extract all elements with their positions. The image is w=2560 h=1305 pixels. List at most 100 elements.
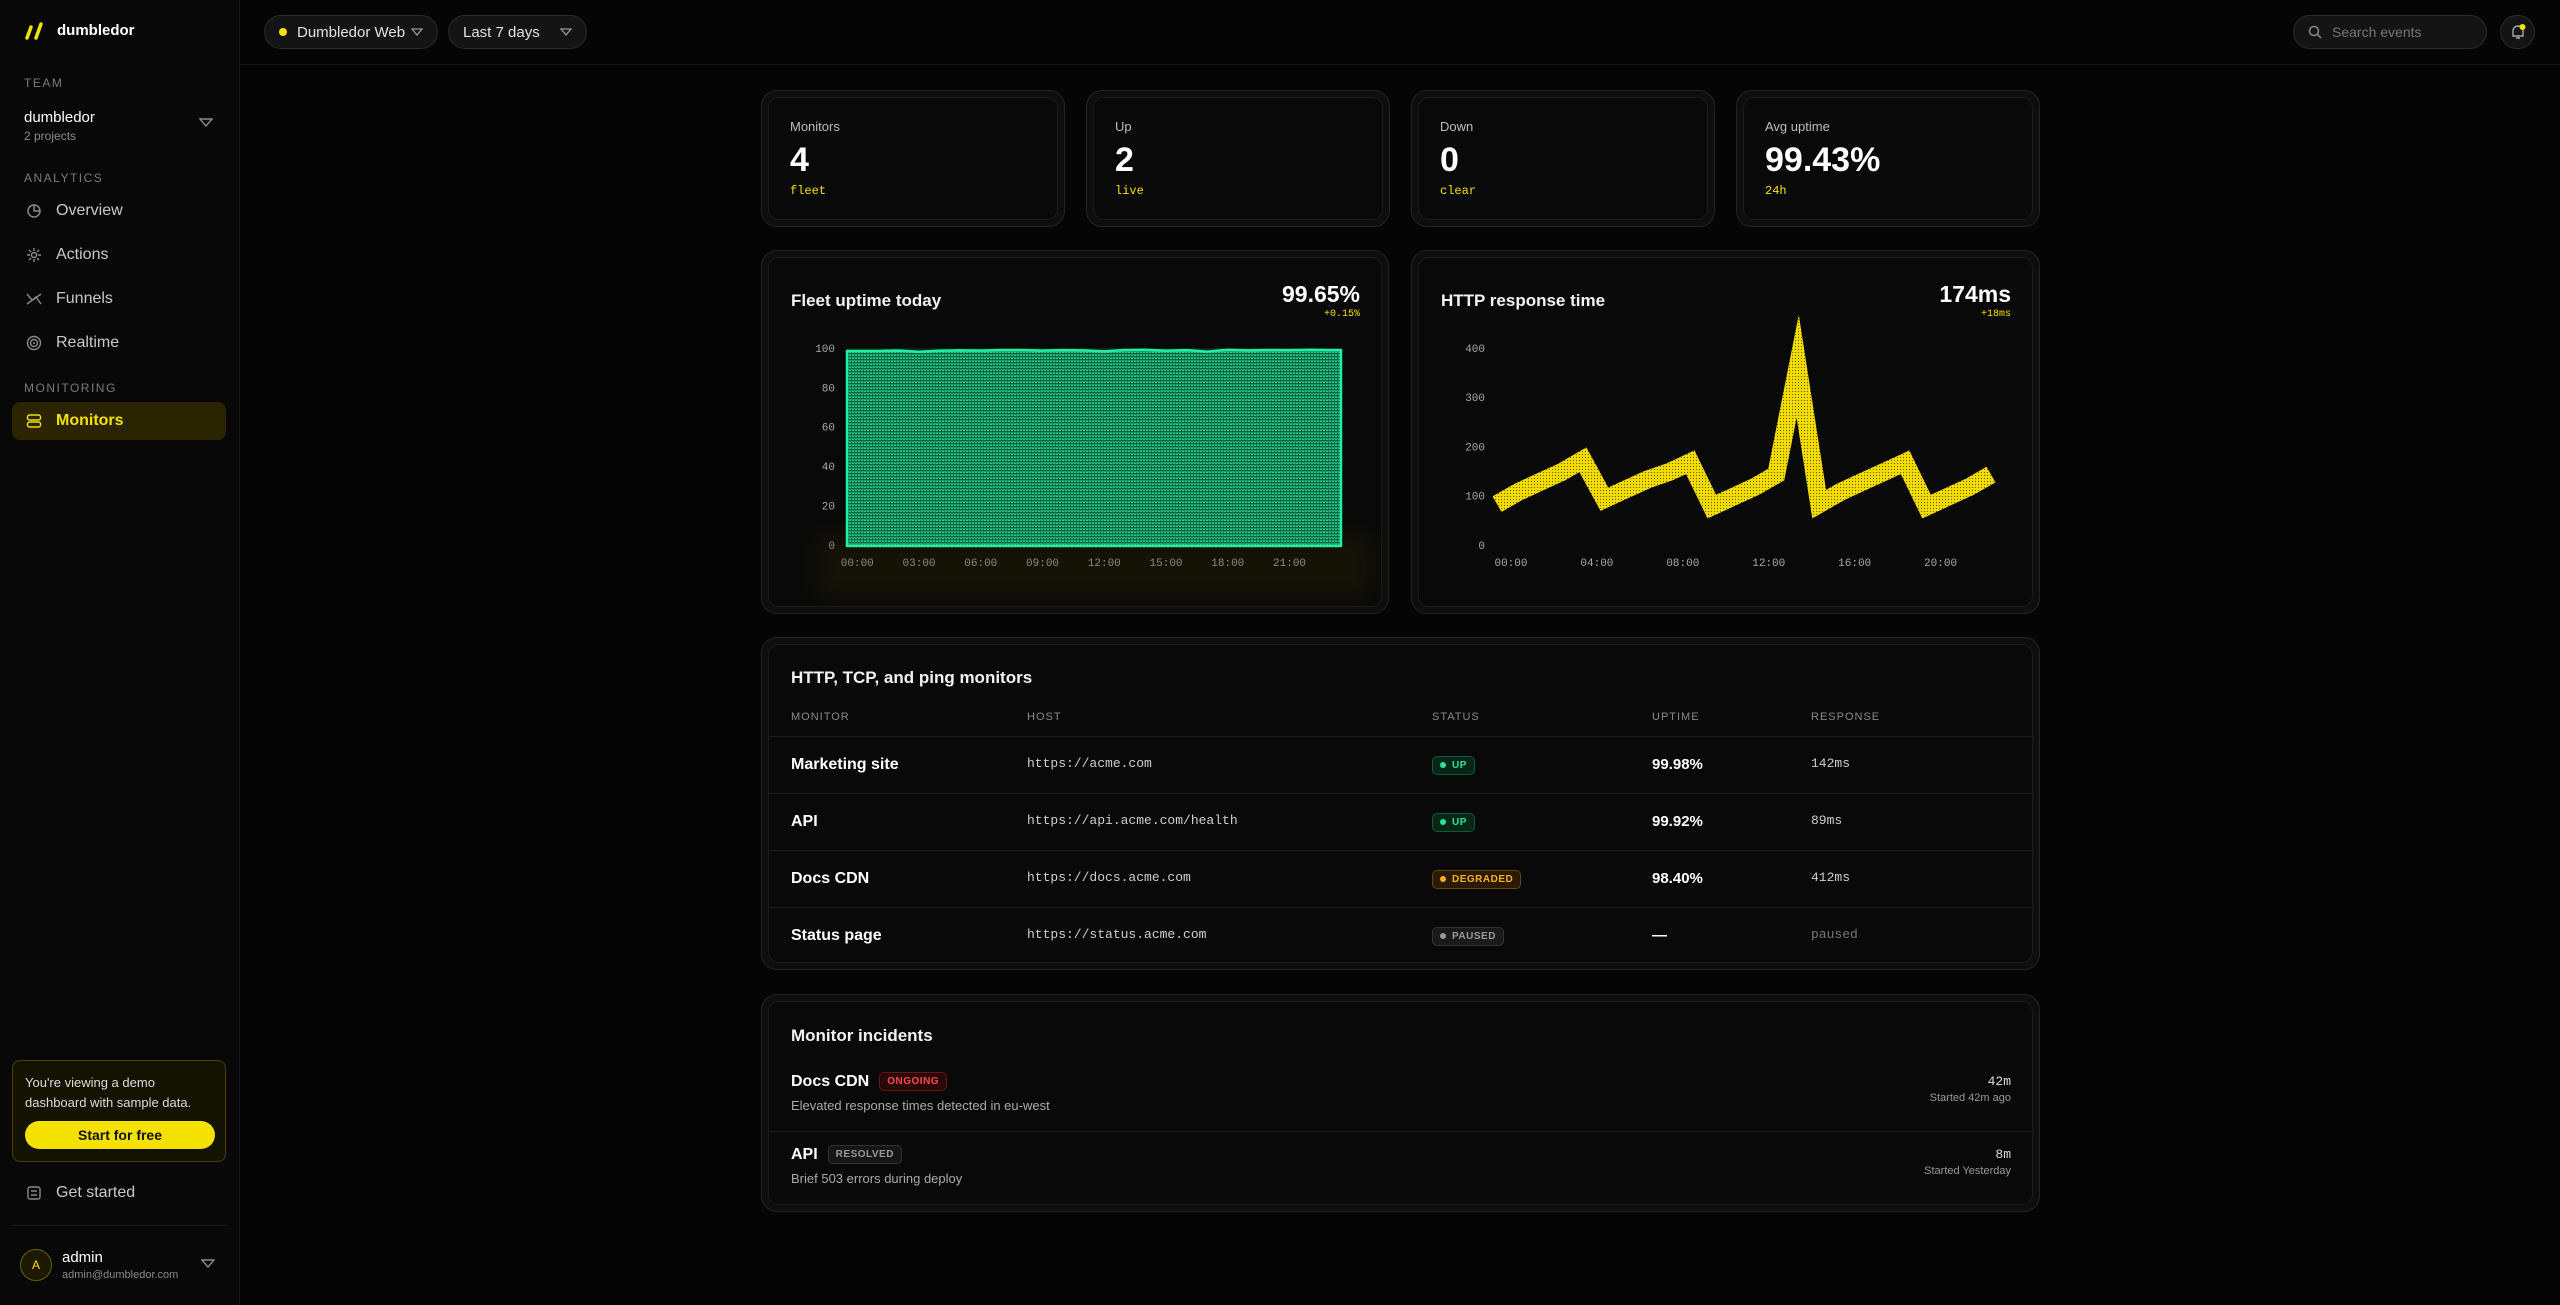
row-divider	[769, 793, 2034, 794]
x-tick-label: 00:00	[841, 558, 874, 570]
y-tick-label: 200	[1465, 442, 1485, 454]
cell: 98.40%	[1652, 870, 1703, 887]
nav-item[interactable]: Overview	[26, 192, 226, 230]
status-cell: UP	[1432, 755, 1475, 775]
nav-label: Actions	[56, 246, 109, 263]
nav-item[interactable]: Actions	[26, 236, 226, 274]
x-tick-label: 12:00	[1088, 558, 1121, 570]
range-label: Last 7 days	[463, 23, 540, 41]
nav-label: Funnels	[56, 290, 113, 307]
project-name: Dumbledor Web	[297, 23, 406, 41]
chart-card: HTTP response time 174ms +18ms 0 100 200 300 40…	[1411, 250, 2040, 614]
x-tick-label: 12:00	[1752, 558, 1785, 570]
stat-value: 0	[1440, 141, 1459, 179]
x-tick-label: 00:00	[1494, 558, 1527, 570]
stat-value: 4	[790, 141, 809, 179]
row-divider	[769, 1131, 2034, 1132]
chart: 0 20 40 60 80 100 00:00 03:00 06:00 09:00 12:00 15:…	[815, 344, 1371, 596]
y-tick-label: 400	[1465, 344, 1485, 356]
cell: 99.92%	[1652, 813, 1703, 830]
nav-item[interactable]: Realtime	[26, 324, 226, 362]
column-header: RESPONSE	[1811, 711, 1881, 723]
incident-started: Started Yesterday	[1924, 1165, 2011, 1177]
section-label: ANALYTICS	[24, 171, 104, 185]
status-badge: PAUSED	[1432, 926, 1504, 946]
chevron[interactable]	[199, 118, 213, 128]
cell: Marketing site	[791, 756, 899, 773]
nav-label: Overview	[56, 202, 123, 219]
status-badge: UP	[1432, 812, 1475, 832]
chart-title: Fleet uptime today	[791, 291, 942, 310]
incident-started: Started 42m ago	[1929, 1092, 2011, 1104]
nav-label: Realtime	[56, 334, 120, 351]
chart: 0 100 200 300 400 00:00 04:00 08:00 12:00 16:00 20…	[1465, 314, 1996, 570]
row-divider	[769, 850, 2034, 851]
stat-value: 2	[1115, 141, 1134, 179]
monitors-table: HTTP, TCP, and ping monitors MONITOR HOST…	[761, 637, 2040, 970]
nav-item[interactable]: Funnels	[26, 280, 226, 318]
status-cell: UP	[1432, 812, 1475, 832]
search[interactable]: Search events	[2293, 15, 2487, 49]
chart-headline: 174ms	[1939, 281, 2011, 307]
notifications[interactable]	[2500, 15, 2535, 49]
team-name[interactable]: dumbledor	[24, 109, 95, 126]
row-divider	[769, 907, 2034, 908]
x-tick-label: 09:00	[1026, 558, 1059, 570]
cell: paused	[1811, 927, 1858, 942]
x-tick-label: 03:00	[903, 558, 936, 570]
cell: https://api.acme.com/health	[1027, 813, 1238, 828]
stat-sub: clear	[1440, 184, 1477, 198]
project-switcher[interactable]: Dumbledor Web	[264, 15, 438, 49]
incident-duration: 42m	[1987, 1074, 2011, 1089]
nav-item[interactable]: Monitors	[12, 402, 226, 440]
table-title: HTTP, TCP, and ping monitors	[791, 668, 1033, 687]
incident-duration: 8m	[1995, 1147, 2011, 1162]
cell: Docs CDN	[791, 870, 870, 887]
status-badge: DEGRADED	[1432, 869, 1522, 889]
incident-desc: Elevated response times detected in eu-w…	[791, 1098, 1050, 1113]
column-header: STATUS	[1432, 711, 1480, 723]
cell: API	[791, 813, 818, 830]
x-tick-label: 08:00	[1666, 558, 1699, 570]
stat-label: Down	[1440, 119, 1474, 134]
chevron[interactable]	[201, 1259, 215, 1269]
row-divider	[769, 736, 2034, 737]
section-label: MONITORING	[24, 381, 117, 395]
nav-label: Monitors	[56, 412, 124, 429]
cell: 89ms	[1811, 813, 1843, 828]
x-tick-label: 16:00	[1838, 558, 1871, 570]
cell: Status page	[791, 927, 882, 944]
incident-badge: RESOLVED	[827, 1145, 902, 1164]
cta-button[interactable]: Start for free	[25, 1121, 215, 1149]
incident-head: API RESOLVED	[791, 1145, 902, 1164]
stat-value: 99.43%	[1765, 141, 1881, 179]
search-placeholder: Search events	[2332, 24, 2422, 40]
incident-desc: Brief 503 errors during deploy	[791, 1171, 963, 1186]
chart-card: Fleet uptime today 99.65% +0.15% 0 20 40 60 80 1…	[761, 250, 1389, 614]
chart-delta: +18ms	[1980, 309, 2011, 320]
status-badge: UP	[1432, 755, 1475, 775]
team-sub: 2 projects	[24, 129, 77, 143]
incident-badge: ONGOING	[879, 1072, 948, 1091]
nav-label: Get started	[56, 1184, 136, 1201]
stat-label: Up	[1115, 119, 1132, 134]
nav-item[interactable]: Get started	[26, 1174, 226, 1212]
stat-card: Up 2 live	[1086, 90, 1390, 227]
stat-label: Monitors	[790, 119, 840, 134]
y-tick-label: 80	[822, 383, 835, 395]
incident-name: API	[791, 1145, 818, 1163]
x-tick-label: 21:00	[1273, 558, 1306, 570]
stat-sub: 24h	[1765, 184, 1787, 198]
y-tick-label: 40	[822, 462, 835, 474]
stat-card: Avg uptime 99.43% 24h	[1736, 90, 2040, 227]
range-picker[interactable]: Last 7 days	[448, 15, 587, 49]
avatar: A	[20, 1249, 52, 1281]
y-tick-label: 100	[815, 344, 835, 356]
x-tick-label: 15:00	[1150, 558, 1183, 570]
logo	[25, 22, 43, 40]
cell: 99.98%	[1652, 756, 1703, 773]
chart-title: HTTP response time	[1441, 291, 1606, 310]
user-email: admin@dumbledor.com	[62, 1269, 179, 1281]
brand: dumbledor	[57, 22, 135, 39]
